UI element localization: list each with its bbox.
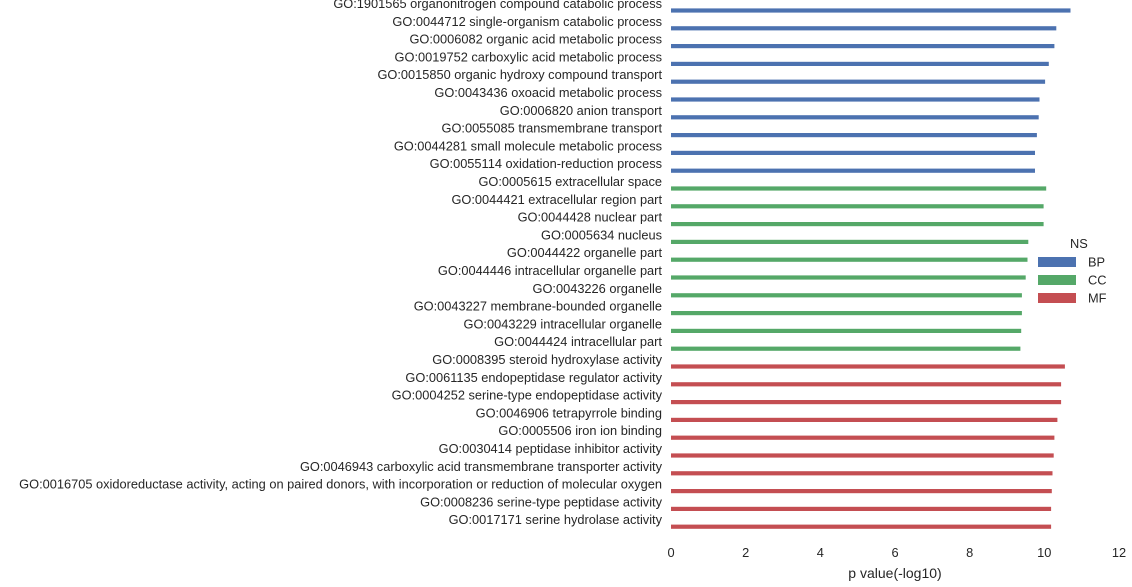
category-label: GO:0044424 intracellular part bbox=[494, 334, 662, 349]
bar-cc bbox=[671, 311, 1022, 316]
x-tick-label: 10 bbox=[1037, 545, 1051, 560]
bar-cc bbox=[671, 257, 1028, 262]
legend-swatch-cc bbox=[1038, 275, 1076, 285]
category-label: GO:1901565 organonitrogen compound catab… bbox=[333, 0, 662, 11]
category-label: GO:0055085 transmembrane transport bbox=[441, 121, 662, 136]
bar-mf bbox=[671, 435, 1055, 440]
category-label: GO:0008236 serine-type peptidase activit… bbox=[420, 494, 662, 509]
category-label: GO:0006082 organic acid metabolic proces… bbox=[409, 32, 662, 47]
legend-swatch-mf bbox=[1038, 293, 1076, 303]
bar-cc bbox=[671, 346, 1021, 351]
legend-swatch-bp bbox=[1038, 257, 1076, 267]
category-label: GO:0008395 steroid hydroxylase activity bbox=[432, 352, 662, 367]
legend-title: NS bbox=[1070, 236, 1088, 251]
legend: NS BP CC MF bbox=[1038, 236, 1107, 306]
category-label: GO:0043227 membrane-bounded organelle bbox=[414, 299, 662, 314]
x-axis: 0 2 4 6 8 10 12 bbox=[667, 545, 1126, 560]
category-label: GO:0015850 organic hydroxy compound tran… bbox=[377, 67, 662, 82]
x-axis-label: p value(-log10) bbox=[848, 565, 941, 581]
legend-label-cc: CC bbox=[1088, 273, 1106, 288]
category-label: GO:0046906 tetrapyrrole binding bbox=[476, 405, 662, 420]
category-label: GO:0043229 intracellular organelle bbox=[464, 316, 662, 331]
bar-mf bbox=[671, 471, 1053, 476]
x-tick-label: 0 bbox=[667, 545, 674, 560]
category-label: GO:0044422 organelle part bbox=[507, 245, 663, 260]
bar-cc bbox=[671, 239, 1029, 244]
x-tick-label: 4 bbox=[817, 545, 824, 560]
bar-cc bbox=[671, 222, 1044, 227]
bar-bp bbox=[671, 133, 1037, 138]
category-label: GO:0006820 anion transport bbox=[500, 103, 663, 118]
legend-label-mf: MF bbox=[1088, 291, 1107, 306]
category-label: GO:0005506 iron ion binding bbox=[498, 423, 662, 438]
x-tick-label: 2 bbox=[742, 545, 749, 560]
bar-bp bbox=[671, 115, 1039, 120]
bar-bp bbox=[671, 150, 1035, 155]
category-label: GO:0044712 single-organism catabolic pro… bbox=[392, 14, 662, 29]
category-label: GO:0044446 intracellular organelle part bbox=[438, 263, 663, 278]
x-tick-label: 6 bbox=[891, 545, 898, 560]
bar-cc bbox=[671, 204, 1044, 209]
category-label: GO:0016705 oxidoreductase activity, acti… bbox=[19, 477, 662, 492]
bar-bp bbox=[671, 168, 1035, 173]
bar-mf bbox=[671, 417, 1058, 422]
category-label: GO:0005615 extracellular space bbox=[478, 174, 662, 189]
bar-bp bbox=[671, 79, 1046, 84]
category-label: GO:0044428 nuclear part bbox=[518, 210, 663, 225]
bar-cc bbox=[671, 293, 1022, 298]
bar-bp bbox=[671, 61, 1049, 66]
bar-mf bbox=[671, 506, 1052, 511]
bar-mf bbox=[671, 364, 1065, 369]
bar-mf bbox=[671, 382, 1062, 387]
category-label: GO:0044421 extracellular region part bbox=[451, 192, 662, 207]
bar-mf bbox=[671, 524, 1052, 529]
category-label: GO:0061135 endopeptidase regulator activ… bbox=[405, 370, 662, 385]
category-label: GO:0019752 carboxylic acid metabolic pro… bbox=[395, 49, 662, 64]
legend-label-bp: BP bbox=[1088, 255, 1105, 270]
bar-cc bbox=[671, 186, 1047, 191]
category-label: GO:0030414 peptidase inhibitor activity bbox=[439, 441, 663, 456]
category-label: GO:0044281 small molecule metabolic proc… bbox=[394, 138, 662, 153]
x-tick-label: 12 bbox=[1112, 545, 1126, 560]
bars-group bbox=[671, 8, 1071, 529]
bar-mf bbox=[671, 453, 1054, 458]
bar-cc bbox=[671, 328, 1022, 333]
category-label: GO:0043436 oxoacid metabolic process bbox=[434, 85, 662, 100]
category-label: GO:0005634 nucleus bbox=[541, 227, 662, 242]
category-label: GO:0017171 serine hydrolase activity bbox=[449, 512, 663, 527]
bar-bp bbox=[671, 97, 1040, 102]
bar-bp bbox=[671, 8, 1071, 13]
bar-mf bbox=[671, 489, 1052, 494]
bar-bp bbox=[671, 26, 1057, 31]
x-tick-label: 8 bbox=[966, 545, 973, 560]
category-label: GO:0046943 carboxylic acid transmembrane… bbox=[300, 459, 663, 474]
bar-cc bbox=[671, 275, 1026, 280]
category-labels-group: GO:1901565 organonitrogen compound catab… bbox=[19, 0, 662, 527]
category-label: GO:0004252 serine-type endopeptidase act… bbox=[392, 388, 663, 403]
bar-mf bbox=[671, 400, 1062, 405]
bar-bp bbox=[671, 44, 1055, 49]
category-label: GO:0043226 organelle bbox=[533, 281, 663, 296]
category-label: GO:0055114 oxidation-reduction process bbox=[430, 156, 662, 171]
